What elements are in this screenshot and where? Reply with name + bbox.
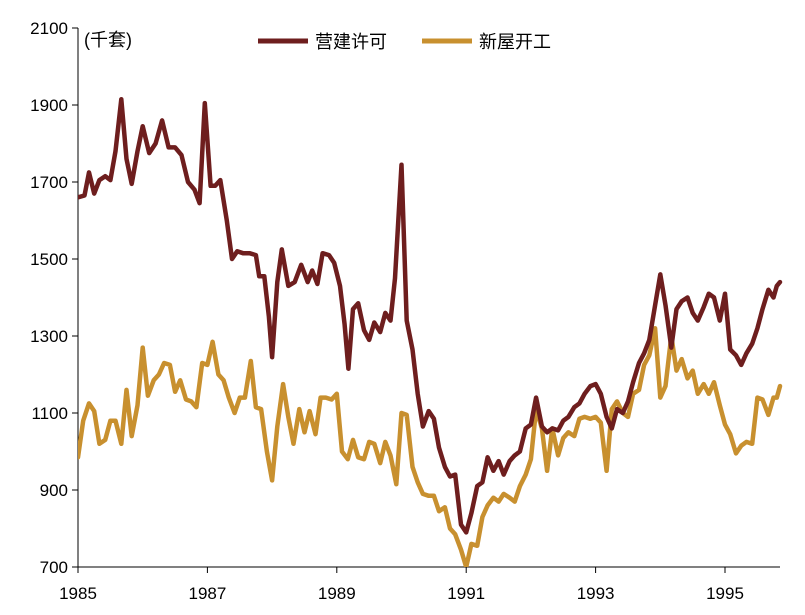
y-axis: 2100 1900 1700 1500 1300 1100 900 700 xyxy=(30,19,79,577)
legend-label-series-2: 新屋开工 xyxy=(479,32,551,53)
y-tick-label: 1100 xyxy=(31,404,68,423)
y-tick-label: 900 xyxy=(40,481,68,500)
x-tick-label: 1989 xyxy=(318,584,356,603)
series-line-2 xyxy=(78,326,783,567)
x-tick-label: 1985 xyxy=(59,584,97,603)
series-line-1 xyxy=(78,96,783,535)
plot-lines xyxy=(78,96,783,567)
unit-label: (千套) xyxy=(84,30,132,50)
x-tick-label: 1995 xyxy=(706,584,744,603)
legend: 营建许可 新屋开工 xyxy=(258,32,551,53)
y-tick-label: 1300 xyxy=(30,327,68,346)
x-axis: 1985 1987 1989 1991 1993 1995 xyxy=(59,566,780,603)
y-tick-label: 2100 xyxy=(30,19,68,38)
x-tick-label: 1987 xyxy=(188,584,226,603)
legend-label-series-1: 营建许可 xyxy=(315,32,387,53)
y-tick-label: 1700 xyxy=(30,173,68,192)
y-tick-label: 1900 xyxy=(30,96,68,115)
y-tick-label: 1500 xyxy=(30,250,68,269)
x-tick-label: 1991 xyxy=(447,584,485,603)
x-tick-label: 1993 xyxy=(577,584,615,603)
y-tick-label: 700 xyxy=(40,558,68,577)
